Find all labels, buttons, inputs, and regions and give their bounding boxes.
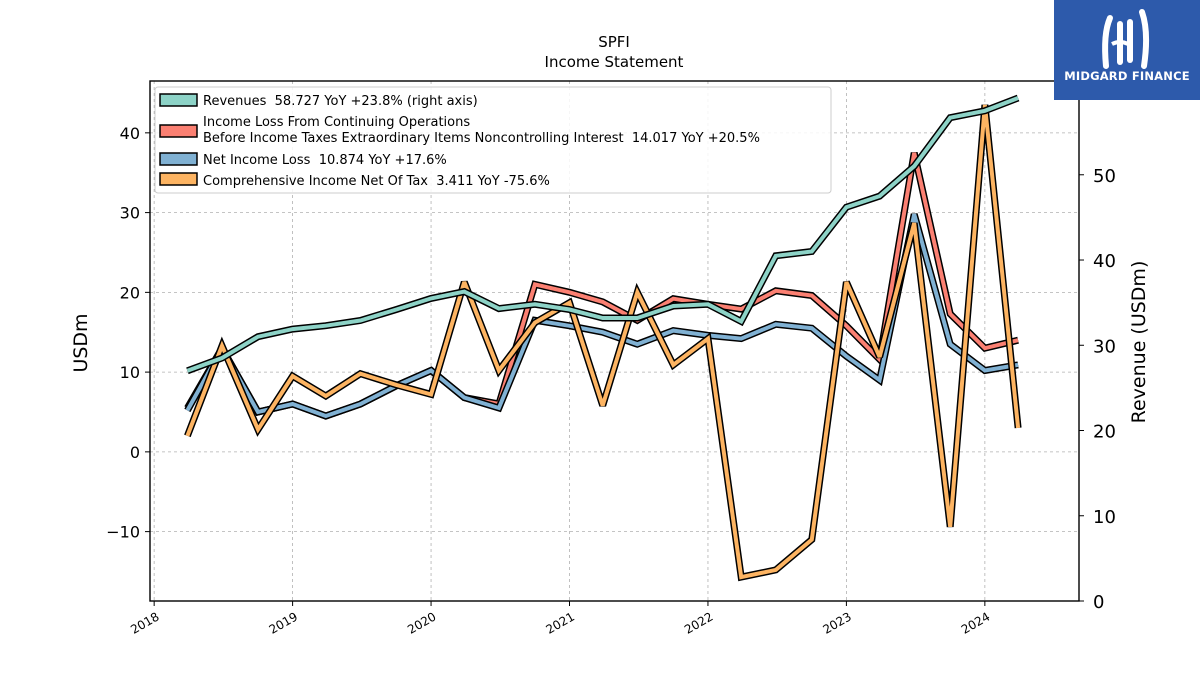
series-line-comprehensive-income-stroke	[185, 104, 1021, 580]
legend-box	[154, 86, 832, 194]
logo-text: MIDGARD FINANCE	[1064, 69, 1190, 83]
x-tick-label: 2022	[682, 609, 715, 636]
chart-title: SPFI	[598, 33, 630, 51]
y-axis-right-label: Revenue (USDm)	[1128, 261, 1150, 424]
y-left-tick-label: 30	[120, 204, 140, 223]
x-tick-label: 2021	[544, 609, 577, 636]
x-tick-label: 2018	[128, 609, 161, 636]
legend-swatch-net-income	[159, 152, 198, 166]
y-right-tick-label: 10	[1093, 507, 1116, 528]
y-right-tick-label: 0	[1093, 592, 1104, 613]
legend-label-net-income: Net Income Loss 10.874 YoY +17.6%	[203, 153, 447, 168]
series-line-comprehensive-income	[184, 104, 1022, 582]
legend-label-pretax-income-line2: Before Income Taxes Extraordinary Items …	[203, 131, 760, 146]
y-axis-left-label: USDm	[70, 313, 92, 372]
series-lines	[184, 94, 1022, 582]
x-tick-label: 2024	[959, 609, 992, 636]
y-left-tick-label: 0	[130, 443, 140, 462]
y-right-tick-label: 50	[1093, 166, 1116, 187]
y-left-tick-label: 10	[120, 363, 140, 382]
series-line-net-income-stroke	[185, 213, 1019, 419]
series-line-net-income	[184, 213, 1019, 420]
legend-label-revenues: Revenues 58.727 YoY +23.8% (right axis)	[203, 94, 478, 109]
x-tick-label: 2019	[267, 609, 300, 636]
legend-swatch-comprehensive-income	[159, 172, 198, 186]
series-line-revenues-stroke	[186, 96, 1019, 373]
y-right-tick-label: 20	[1093, 422, 1116, 443]
x-tick-label: 2020	[405, 609, 438, 636]
series-line-revenues	[186, 94, 1020, 375]
legend-label-comprehensive-income: Comprehensive Income Net Of Tax 3.411 Yo…	[203, 174, 550, 189]
chart-subtitle: Income Statement	[545, 53, 684, 71]
logo-mark-icon	[1102, 9, 1150, 69]
plot-frame	[149, 80, 1080, 602]
legend-swatch-pretax-income	[159, 124, 198, 138]
y-left-tick-label: 20	[120, 283, 140, 302]
y-right-tick-label: 30	[1093, 336, 1116, 357]
y-left-tick-label: −10	[106, 523, 140, 542]
x-tick-label: 2023	[820, 609, 853, 636]
legend-swatch-revenues	[159, 93, 198, 107]
y-right-tick-label: 40	[1093, 251, 1116, 272]
legend: Revenues 58.727 YoY +23.8% (right axis) …	[154, 86, 832, 194]
midgard-finance-logo: MIDGARD FINANCE	[1054, 0, 1200, 100]
legend-label-pretax-income-line1: Income Loss From Continuing Operations	[203, 115, 470, 130]
y-left-tick-label: 40	[120, 124, 140, 143]
